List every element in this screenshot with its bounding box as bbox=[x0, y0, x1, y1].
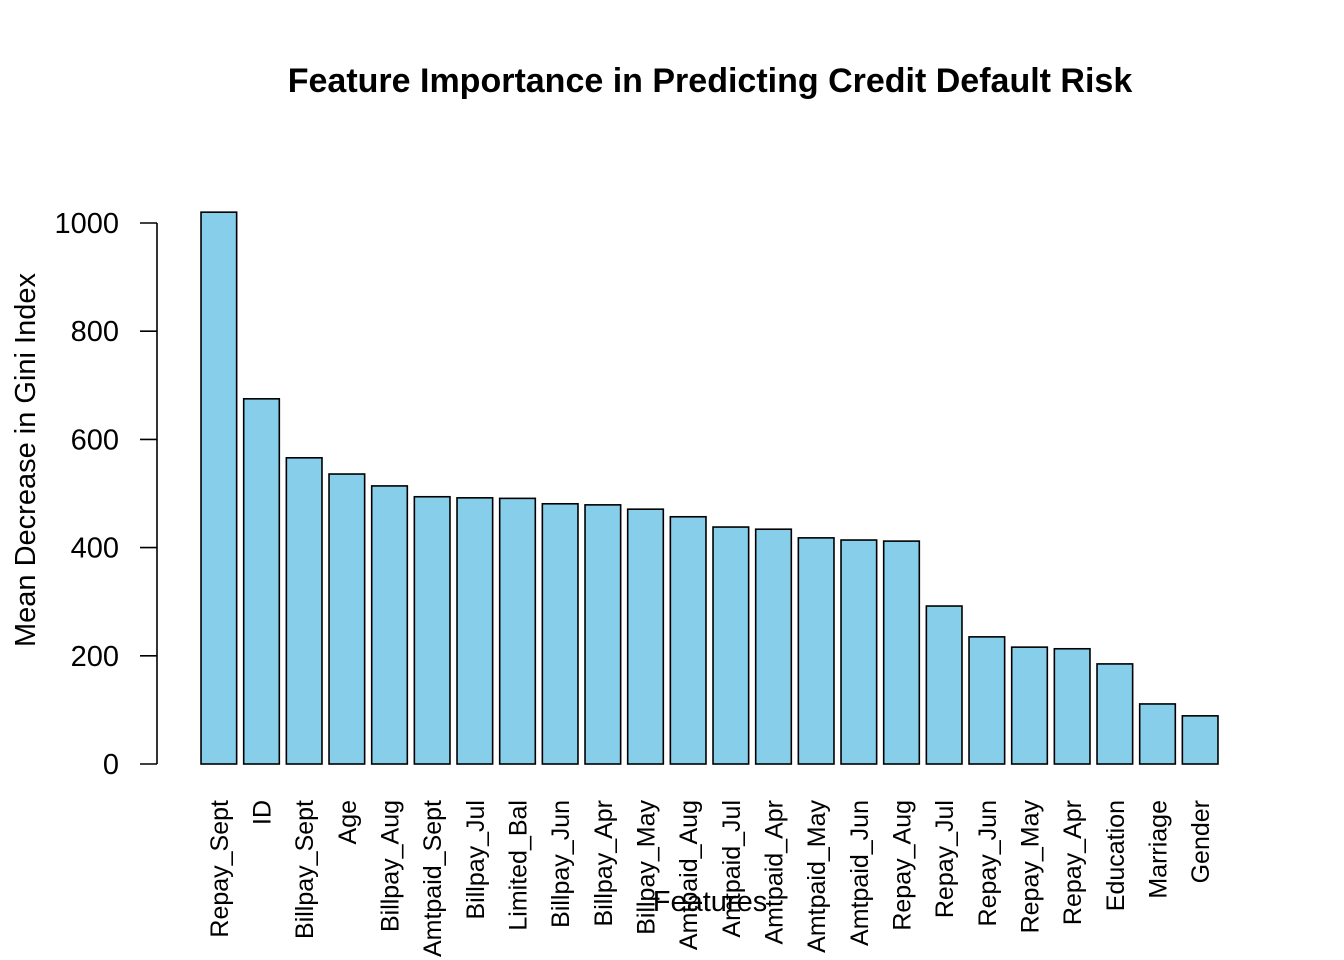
x-tick-label: Billpay_Jun bbox=[547, 800, 575, 928]
x-tick-label: Amtpaid_Jul bbox=[718, 800, 746, 938]
bar-billpay_may bbox=[626, 508, 665, 765]
bar-billpay_jul bbox=[456, 497, 494, 765]
x-axis-label: Features bbox=[653, 886, 767, 918]
bar-repay_sept bbox=[200, 211, 238, 765]
y-tick-label: 800 bbox=[71, 316, 119, 348]
bar-billpay_sept bbox=[285, 456, 323, 765]
x-tick-label: Billpay_May bbox=[633, 800, 661, 935]
x-tick-label: Amtpaid_Jun bbox=[846, 800, 874, 946]
y-tick-label: 1000 bbox=[54, 208, 119, 240]
bar-education bbox=[1096, 663, 1134, 765]
bar-gender bbox=[1181, 715, 1219, 765]
x-tick-label: Amtpaid_Apr bbox=[761, 800, 789, 945]
chart-title: Feature Importance in Predicting Credit … bbox=[288, 62, 1133, 100]
y-tick-label: 400 bbox=[71, 533, 119, 565]
x-tick-label: Amtpaid_May bbox=[803, 800, 831, 953]
bar-billpay_aug bbox=[370, 485, 409, 765]
x-tick-label: Amtpaid_Sept bbox=[419, 800, 447, 957]
bar-amtpaid_jun bbox=[840, 539, 878, 765]
y-axis-label: Mean Decrease in Gini Index bbox=[10, 273, 42, 647]
y-tick-label: 0 bbox=[103, 749, 119, 781]
x-tick-label: Billpay_Aug bbox=[377, 800, 405, 932]
bar-amtpaid_may bbox=[797, 537, 835, 765]
bar-amtpaid_sept bbox=[413, 495, 451, 765]
x-tick-label: Billpay_Jul bbox=[462, 800, 490, 920]
x-tick-label: Repay_Jul bbox=[931, 800, 959, 918]
bar-amtpaid_aug bbox=[669, 515, 707, 765]
bar-billpay_apr bbox=[584, 504, 622, 765]
x-tick-label: Repay_Apr bbox=[1059, 800, 1087, 925]
y-axis: 0 200 400 600 800 1000 bbox=[54, 208, 158, 781]
bar-billpay_jun bbox=[541, 502, 579, 765]
x-tick-label: Billpay_Sept bbox=[291, 800, 319, 939]
bar-repay_aug bbox=[882, 540, 921, 765]
x-tick-label: Limited_Bal bbox=[505, 800, 533, 931]
x-tick-label: Repay_May bbox=[1017, 800, 1045, 934]
x-tick-label: Repay_Sept bbox=[206, 800, 234, 938]
bar-repay_may bbox=[1010, 646, 1049, 765]
bar-repay_apr bbox=[1053, 647, 1091, 765]
y-tick-label: 200 bbox=[71, 641, 119, 673]
bar-repay_jun bbox=[968, 636, 1006, 765]
x-tick-label: Education bbox=[1102, 800, 1130, 911]
bar-amtpaid_jul bbox=[712, 526, 750, 765]
bar-amtpaid_apr bbox=[754, 528, 793, 765]
x-tick-label: Amtpaid_Aug bbox=[675, 800, 703, 950]
y-tick-label: 600 bbox=[71, 424, 119, 456]
x-tick-label: Repay_Jun bbox=[974, 800, 1002, 926]
x-tick-label: Marriage bbox=[1145, 800, 1173, 899]
bar-repay_jul bbox=[925, 605, 963, 765]
x-tick-label: Billpay_Apr bbox=[590, 800, 618, 926]
x-tick-label: Age bbox=[334, 800, 362, 844]
x-tick-label: ID bbox=[249, 800, 277, 825]
bar-marriage bbox=[1138, 703, 1177, 765]
bar-age bbox=[328, 473, 366, 765]
x-tick-label: Repay_Aug bbox=[889, 800, 917, 931]
x-tick-label: Gender bbox=[1187, 800, 1215, 883]
bar-id bbox=[242, 398, 281, 765]
bar-limited_bal bbox=[498, 497, 537, 765]
